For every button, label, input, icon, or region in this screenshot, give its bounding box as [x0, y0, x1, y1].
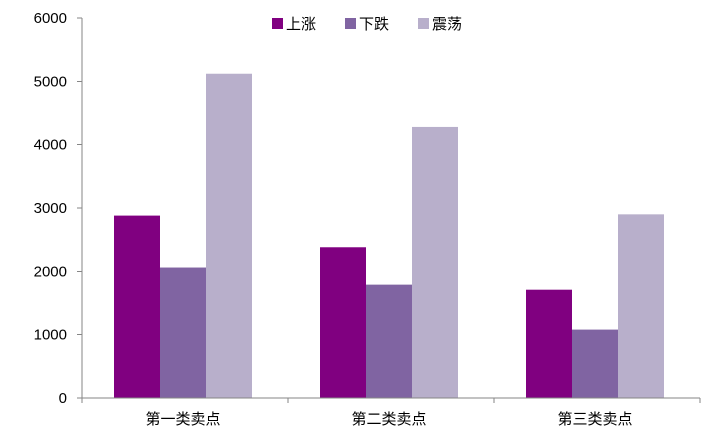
x-category-label: 第一类卖点 [145, 410, 220, 428]
bar-1-3 [526, 289, 572, 398]
y-tick-label: 5000 [34, 73, 67, 90]
bar-3-3 [618, 214, 664, 398]
axis-layer: 0 1000 2000 3000 4000 5000 6000 第一类卖点 第二类卖点 第三类卖点 [34, 10, 701, 428]
legend-swatch-2 [345, 18, 356, 29]
x-category-label: 第三类卖点 [557, 410, 632, 428]
bar-3-1 [206, 73, 252, 398]
y-tick-label: 4000 [34, 137, 67, 154]
bar-2-1 [160, 267, 206, 398]
legend-swatch-1 [272, 18, 283, 29]
bar-2-2 [366, 284, 412, 398]
bar-1-2 [320, 247, 366, 398]
bar-2-3 [572, 329, 618, 398]
y-tick-label: 3000 [34, 200, 67, 217]
bar-3-2 [412, 126, 458, 398]
y-tick-label: 6000 [34, 10, 67, 27]
legend: 上涨 下跌 震荡 [272, 15, 462, 33]
bars-layer [114, 73, 664, 398]
y-tick-label: 0 [59, 390, 67, 407]
legend-label-1: 上涨 [286, 15, 316, 33]
legend-label-3: 震荡 [432, 15, 462, 33]
x-category-label: 第二类卖点 [351, 410, 426, 428]
legend-swatch-3 [418, 18, 429, 29]
y-tick-label: 2000 [34, 263, 67, 280]
legend-label-2: 下跌 [359, 15, 389, 33]
y-tick-label: 1000 [34, 327, 67, 344]
bar-1-1 [114, 215, 160, 398]
